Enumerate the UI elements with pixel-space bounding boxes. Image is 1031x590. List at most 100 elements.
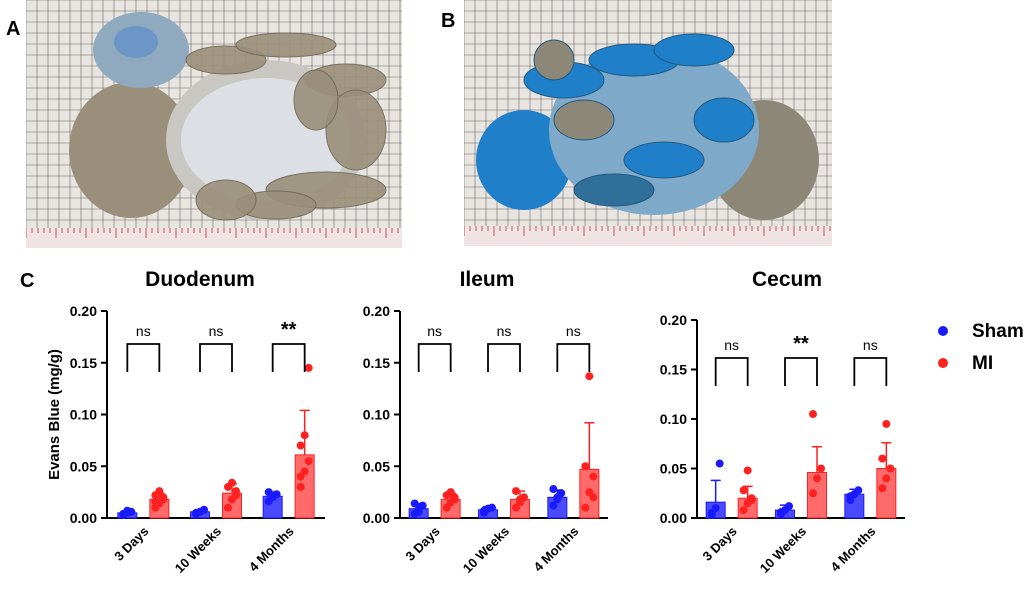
y-tick-label: 0.20 [660, 312, 687, 328]
chart-title: Ileum [460, 268, 515, 291]
data-point-mi [809, 489, 817, 498]
data-point-mi [159, 493, 168, 502]
intestine-loop [533, 39, 575, 81]
data-point-mi [878, 454, 887, 463]
y-tick-label: 0.10 [70, 407, 97, 423]
x-tick-label: 4 Months [246, 524, 297, 575]
intestine-photo-a-drawing [26, 0, 402, 248]
data-point-sham [549, 501, 558, 510]
data-point-mi [300, 431, 309, 440]
legend-marker-sham [938, 326, 948, 336]
data-point-mi [450, 495, 459, 504]
data-point-mi [747, 496, 756, 505]
data-point-mi [739, 506, 748, 515]
data-point-sham [414, 507, 423, 516]
data-point-mi [151, 497, 160, 506]
data-point-mi [813, 474, 821, 483]
significance-bracket [487, 343, 521, 372]
data-point-mi [304, 457, 313, 466]
x-tick-label: 4 Months [530, 524, 581, 575]
data-point-mi [886, 464, 895, 473]
chart-ileum: Ileum 0.00 0.05 0.10 0.15 0.20 3 Days ns 10 Week… [363, 268, 608, 576]
data-point-mi [743, 466, 752, 475]
data-point-mi [882, 419, 891, 428]
y-axis-label: Evans Blue (mg/g) [46, 349, 63, 480]
data-point-sham [480, 506, 488, 515]
y-tick-label: 0.10 [660, 411, 687, 427]
data-point-sham [488, 503, 496, 512]
y-tick-label: 0.15 [363, 355, 390, 371]
significance-bracket [271, 343, 306, 372]
chart-title: Cecum [752, 268, 822, 291]
intestine-loop [553, 99, 615, 141]
intestine-loop [235, 32, 337, 58]
data-point-mi [809, 410, 817, 419]
significance-label: ns [136, 323, 151, 339]
y-tick-label: 0.05 [660, 461, 687, 477]
data-point-sham [549, 485, 558, 494]
intestine-loop [293, 69, 339, 131]
data-point-mi [296, 472, 305, 481]
x-tick-label: 10 Weeks [757, 524, 809, 576]
legend-label-sham: Sham [972, 321, 1024, 342]
data-point-sham [123, 506, 132, 515]
y-tick-label: 0.15 [660, 362, 687, 378]
significance-bracket [199, 343, 233, 372]
data-point-sham [553, 493, 562, 502]
data-point-mi [228, 478, 236, 487]
data-point-mi [296, 482, 305, 491]
x-tick-label: 3 Days [700, 524, 740, 564]
x-tick-label: 3 Days [403, 524, 443, 564]
data-point-mi [585, 372, 594, 381]
stained-stomach [476, 110, 572, 210]
data-point-mi [232, 491, 240, 500]
data-point-sham [846, 492, 855, 501]
x-tick-label: 3 Days [111, 524, 151, 564]
significance-bracket [853, 357, 888, 386]
data-point-sham [268, 491, 277, 500]
chart-title: Duodenum [145, 268, 255, 291]
data-point-mi [817, 464, 825, 473]
significance-label: ns [566, 323, 581, 339]
x-tick-label: 4 Months [827, 524, 878, 575]
x-tick-label: 10 Weeks [460, 524, 512, 576]
data-point-sham [418, 501, 427, 510]
significance-label: ** [281, 319, 297, 341]
data-point-mi [446, 488, 455, 497]
data-point-mi [882, 474, 891, 483]
y-tick-label: 0.15 [70, 355, 97, 371]
y-tick-label: 0.05 [70, 458, 97, 474]
y-tick-label: 0.20 [70, 303, 97, 319]
panel-label-b: B [441, 10, 456, 32]
data-point-mi [155, 487, 164, 496]
stain-spot [114, 26, 158, 58]
y-tick-label: 0.00 [363, 510, 390, 526]
data-point-mi [304, 363, 313, 372]
data-point-sham [854, 486, 863, 495]
significance-label: ns [209, 323, 224, 339]
significance-bracket [417, 343, 452, 372]
y-tick-label: 0.05 [363, 458, 390, 474]
intestine-loop [653, 33, 735, 67]
y-tick-label: 0.10 [363, 407, 390, 423]
legend-label-mi: MI [972, 353, 993, 374]
intestine-loop [195, 179, 257, 221]
significance-bracket [784, 357, 818, 386]
stained-mesentery [549, 45, 759, 215]
y-tick-label: 0.00 [660, 510, 687, 526]
significance-label: ns [427, 323, 442, 339]
data-point-mi [512, 487, 520, 496]
data-point-mi [739, 486, 748, 495]
data-point-sham [410, 499, 419, 508]
data-point-mi [581, 462, 590, 471]
data-point-sham [715, 459, 724, 468]
intestine-loop [623, 141, 705, 179]
significance-bracket [556, 343, 591, 372]
legend-marker-mi [938, 358, 948, 368]
data-point-sham [777, 508, 785, 517]
significance-bracket [714, 357, 749, 386]
significance-bracket [126, 343, 161, 372]
intestine-photo-b-drawing [464, 0, 832, 246]
data-point-mi [224, 503, 232, 512]
